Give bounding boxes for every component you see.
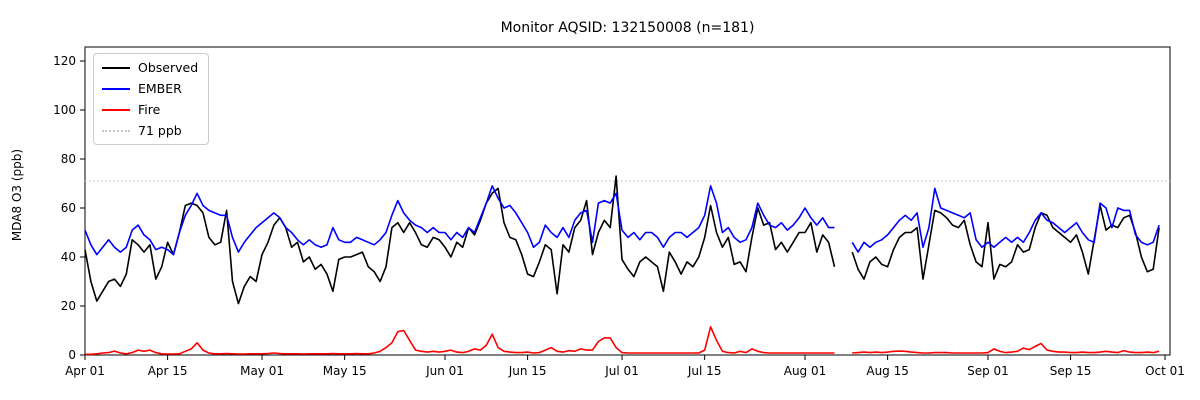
y-tick-label: 120 bbox=[53, 54, 76, 68]
x-tick-label: Jun 01 bbox=[425, 364, 464, 378]
x-tick-label: Apr 01 bbox=[65, 364, 105, 378]
legend-item-threshold: 71 ppb bbox=[102, 122, 198, 139]
x-tick-label: Oct 01 bbox=[1145, 364, 1185, 378]
series-line-ember bbox=[851, 187, 1160, 253]
series-line-observed bbox=[84, 175, 836, 305]
y-tick-label: 80 bbox=[61, 152, 76, 166]
fire-line-sample bbox=[102, 108, 130, 111]
x-tick-label: Aug 01 bbox=[784, 364, 827, 378]
x-tick-label: Apr 15 bbox=[148, 364, 188, 378]
y-tick-label: 20 bbox=[61, 299, 76, 313]
series-line-fire bbox=[85, 325, 835, 356]
legend: Observed EMBER Fire 71 ppb bbox=[93, 53, 210, 145]
legend-item-observed: Observed bbox=[102, 59, 198, 76]
legend-label-threshold: 71 ppb bbox=[138, 123, 182, 138]
x-tick-label: Jul 01 bbox=[604, 364, 639, 378]
series-line-ember bbox=[84, 185, 835, 256]
threshold-line-sample bbox=[102, 129, 130, 132]
observed-line-sample bbox=[102, 66, 130, 69]
x-tick-label: Jul 15 bbox=[687, 364, 722, 378]
legend-item-ember: EMBER bbox=[102, 80, 198, 97]
x-tick-label: Aug 15 bbox=[866, 364, 909, 378]
x-tick-label: Sep 01 bbox=[967, 364, 1009, 378]
series-line-fire bbox=[852, 342, 1160, 354]
series-line-observed bbox=[851, 204, 1160, 280]
x-tick-label: May 15 bbox=[323, 364, 367, 378]
chart-title: Monitor AQSID: 132150008 (n=181) bbox=[500, 20, 755, 36]
legend-label-ember: EMBER bbox=[138, 81, 182, 96]
plot-area bbox=[84, 46, 1171, 356]
y-tick-label: 100 bbox=[53, 103, 76, 117]
legend-label-observed: Observed bbox=[138, 60, 199, 75]
legend-label-fire: Fire bbox=[138, 102, 161, 117]
y-tick-label: 40 bbox=[61, 250, 76, 264]
y-tick-label: 60 bbox=[61, 201, 76, 215]
x-tick-label: Jun 15 bbox=[508, 364, 547, 378]
y-tick-label: 0 bbox=[68, 348, 76, 362]
legend-item-fire: Fire bbox=[102, 101, 198, 118]
ember-line-sample bbox=[102, 87, 130, 90]
y-axis-label: MDA8 O3 (ppb) bbox=[10, 148, 24, 242]
x-tick-label: May 01 bbox=[240, 364, 284, 378]
x-tick-label: Sep 15 bbox=[1050, 364, 1092, 378]
